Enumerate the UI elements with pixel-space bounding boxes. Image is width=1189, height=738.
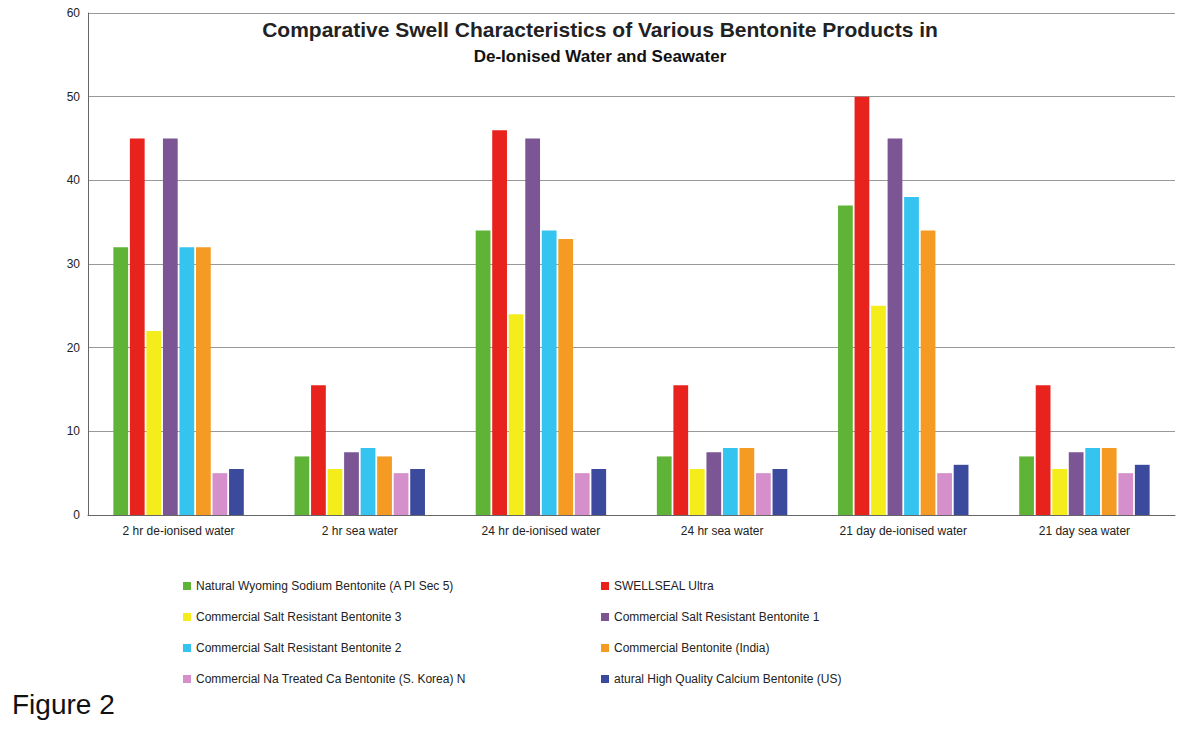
svg-text:24 hr sea water: 24 hr sea water: [681, 524, 764, 538]
svg-text:Comparative Swell Characterist: Comparative Swell Characteristics of Var…: [262, 18, 938, 41]
svg-text:24 hr de-ionised water: 24 hr de-ionised water: [482, 524, 601, 538]
svg-text:Commercial Salt Resistant Bent: Commercial Salt Resistant Bentonite 3: [196, 610, 402, 624]
svg-text:20: 20: [67, 341, 81, 355]
svg-text:21 day sea water: 21 day sea water: [1039, 524, 1130, 538]
svg-text:40: 40: [67, 173, 81, 187]
svg-text:Commercial Bentonite (India): Commercial Bentonite (India): [614, 641, 769, 655]
svg-text:Commercial Na Treated Ca Bento: Commercial Na Treated Ca Bentonite (S. K…: [196, 672, 465, 686]
svg-text:Figure 2: Figure 2: [12, 689, 115, 720]
svg-text:2 hr sea water: 2 hr sea water: [322, 524, 398, 538]
svg-text:SWELLSEAL Ultra: SWELLSEAL Ultra: [614, 579, 714, 593]
svg-text:10: 10: [67, 424, 81, 438]
svg-text:atural High Quality Calcium Be: atural High Quality Calcium Bentonite (U…: [614, 672, 841, 686]
svg-text:Commercial Salt Resistant Bent: Commercial Salt Resistant Bentonite 1: [614, 610, 820, 624]
svg-text:50: 50: [67, 90, 81, 104]
svg-text:Natural Wyoming Sodium Bentoni: Natural Wyoming Sodium Bentonite (A PI S…: [196, 579, 453, 593]
svg-text:2 hr de-ionised water: 2 hr de-ionised water: [123, 524, 235, 538]
svg-text:0: 0: [73, 508, 80, 522]
svg-text:60: 60: [67, 6, 81, 20]
svg-text:21 day de-ionised water: 21 day de-ionised water: [840, 524, 967, 538]
svg-text:De-Ionised Water and Seawater: De-Ionised Water and Seawater: [474, 47, 727, 66]
svg-text:Commercial Salt Resistant Bent: Commercial Salt Resistant Bentonite 2: [196, 641, 402, 655]
svg-text:30: 30: [67, 257, 81, 271]
